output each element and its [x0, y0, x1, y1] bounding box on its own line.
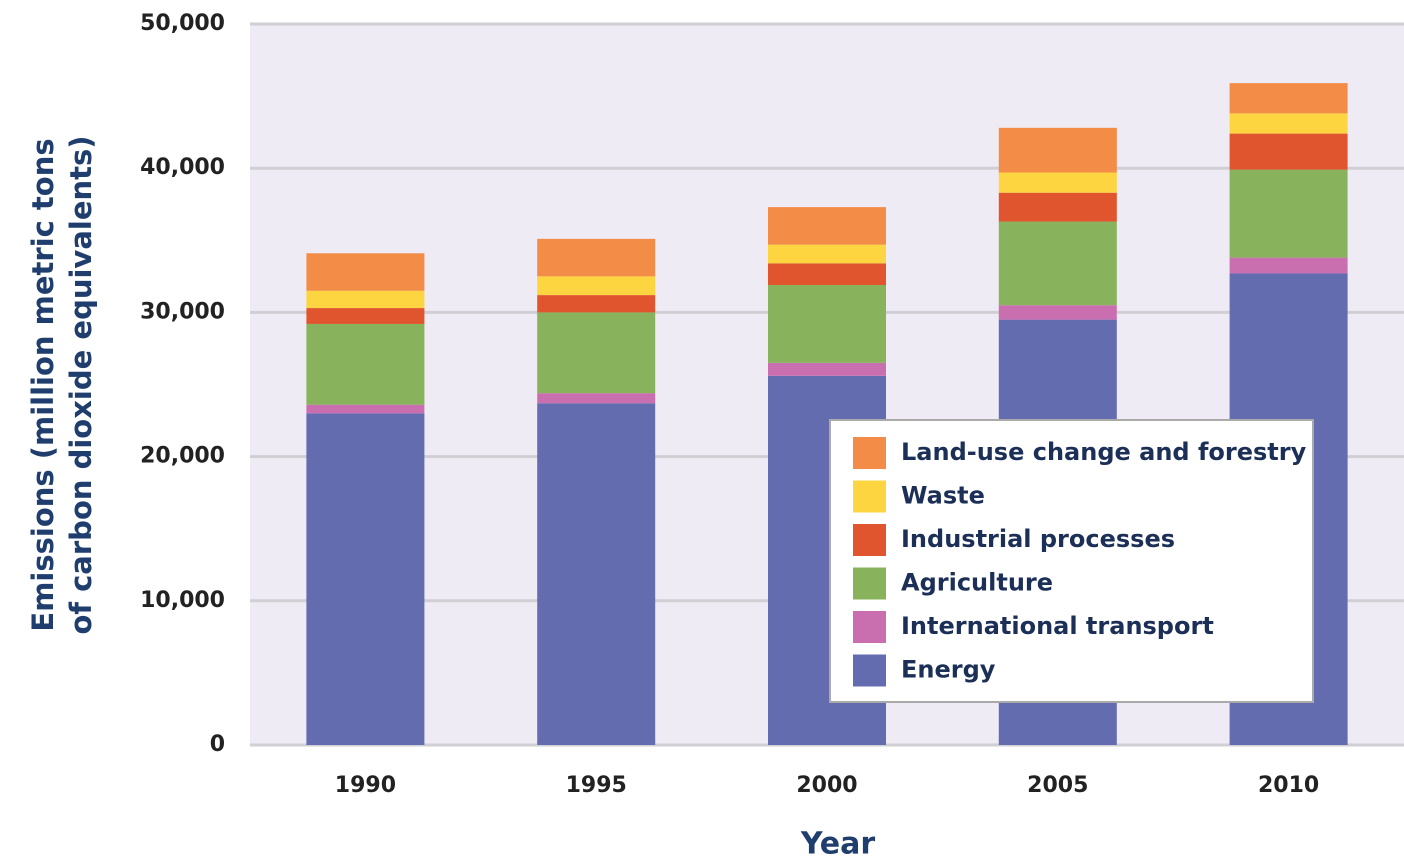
bar-segment [768, 285, 886, 363]
bar-segment [537, 238, 656, 277]
bar-segment [998, 221, 1117, 306]
bar-segment [306, 323, 425, 405]
legend-swatch [853, 524, 886, 556]
x-tick-label: 1990 [335, 773, 396, 798]
y-tick-label: 50,000 [140, 11, 225, 36]
bar-segment [306, 290, 425, 309]
bar-segment [1229, 133, 1348, 170]
y-tick-label: 20,000 [140, 444, 225, 469]
bar-segment [998, 127, 1117, 173]
y-tick-label: 30,000 [140, 299, 225, 324]
legend-swatch [853, 437, 886, 469]
bar-segment [768, 263, 886, 286]
legend-label: Waste [901, 482, 985, 510]
x-tick-label: 2010 [1258, 773, 1319, 798]
bar-segment [768, 362, 886, 376]
bar-segment [537, 403, 656, 745]
bar-segment [1229, 257, 1348, 274]
bar-segment [537, 393, 656, 404]
bar-segment [998, 305, 1117, 320]
bar-segment [998, 192, 1117, 222]
bar-segment [537, 312, 656, 394]
bar-segment [1229, 113, 1348, 134]
legend-swatch [853, 567, 886, 600]
bar-segment [768, 244, 886, 264]
bar-segment [998, 172, 1117, 193]
legend-swatch [853, 654, 886, 687]
legend-swatch [853, 611, 886, 643]
y-axis-label: of carbon dioxide equivalents) [64, 135, 98, 634]
bar-segment [306, 253, 425, 291]
bar-segment [537, 276, 656, 296]
y-tick-label: 0 [210, 732, 225, 757]
legend-swatch [853, 480, 886, 513]
legend-label: Energy [901, 656, 996, 684]
legend-label: International transport [901, 612, 1214, 640]
x-axis-label: Year [800, 827, 876, 862]
bar-segment [1229, 169, 1348, 258]
legend-label: Land-use change and forestry [901, 438, 1307, 466]
bar-segment [306, 404, 425, 414]
x-tick-label: 2000 [796, 773, 857, 798]
bar-segment [1229, 83, 1348, 114]
x-tick-label: 2005 [1027, 773, 1088, 798]
bar-segment [537, 295, 656, 313]
legend-label: Agriculture [901, 569, 1053, 597]
x-tick-label: 1995 [566, 773, 627, 798]
bar-segment [768, 207, 886, 245]
y-axis-label: Emissions (million metric tons [26, 138, 60, 631]
bar-segment [306, 308, 425, 324]
y-tick-label: 10,000 [140, 588, 225, 613]
bar-segment [306, 413, 425, 745]
legend-label: Industrial processes [901, 525, 1175, 553]
y-tick-label: 40,000 [140, 155, 225, 180]
legend-box [829, 419, 1314, 703]
